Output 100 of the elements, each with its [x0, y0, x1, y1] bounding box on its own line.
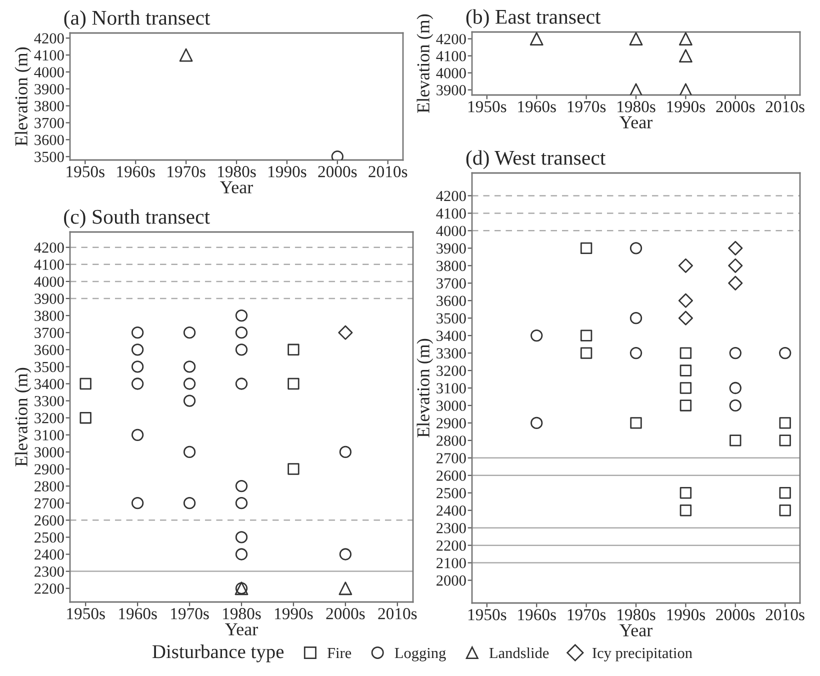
y-tick-label: 2800: [34, 481, 64, 492]
y-tick-label: 2300: [436, 522, 466, 534]
y-tick-label: 3400: [436, 330, 466, 342]
x-tick-label: 1970s: [568, 101, 606, 112]
y-tick-label: 4200: [436, 34, 466, 44]
y-tick-label: 3700: [34, 328, 64, 338]
x-tick-label: 1970s: [171, 608, 209, 620]
x-tick-label: 1980s: [218, 166, 256, 178]
y-tick-label: 3200: [34, 412, 64, 424]
x-tick-label: 1980s: [223, 608, 261, 620]
y-tick-label: 4200: [436, 190, 466, 202]
y-tick-label: 3100: [34, 430, 64, 440]
x-tick-label: 2000s: [318, 166, 357, 178]
y-tick-label: 2300: [34, 566, 64, 577]
x-tick-label: 2000s: [716, 101, 755, 112]
y-tick-label: 2900: [436, 418, 466, 428]
x-tick-label: 2010s: [766, 101, 804, 112]
y-tick-label: 3000: [436, 400, 466, 411]
y-axis-title: Elevation (m): [14, 47, 32, 146]
y-tick-label: 2400: [436, 506, 466, 516]
y-tick-label: 3900: [436, 85, 466, 96]
y-tick-label: 3700: [34, 118, 64, 128]
y-tick-label: 3800: [34, 310, 64, 321]
y-tick-label: 3300: [436, 348, 466, 358]
y-tick-label: 4000: [436, 68, 466, 78]
y-tick-label: 4100: [34, 260, 64, 270]
x-tick-label: 2000s: [716, 609, 755, 620]
x-tick-label: 1950s: [67, 608, 105, 620]
x-axis-title: Year: [220, 181, 253, 194]
y-tick-label: 2500: [436, 488, 466, 498]
y-tick-label: 2100: [436, 558, 466, 568]
y-tick-label: 2500: [34, 532, 64, 543]
x-tick-label: 1950s: [468, 609, 506, 620]
y-tick-label: 3900: [34, 84, 64, 94]
y-tick-label: 3500: [34, 362, 64, 372]
y-axis-title: Elevation (m): [14, 368, 32, 466]
y-axis-title: Elevation (m): [416, 14, 434, 113]
y-tick-label: 2600: [34, 515, 64, 526]
x-tick-label: 1960s: [518, 101, 556, 112]
y-tick-label: 3600: [34, 344, 64, 356]
x-tick-label: 1990s: [667, 101, 706, 112]
y-tick-label: 2700: [34, 498, 64, 509]
legend-label: Logging: [394, 648, 446, 662]
x-tick-label: 2010s: [368, 166, 408, 178]
y-tick-label: 3600: [436, 296, 466, 306]
x-tick-label: 1950s: [66, 166, 104, 178]
y-tick-label: 3000: [34, 447, 64, 458]
y-tick-label: 3900: [436, 243, 466, 254]
chart-title: (a) North transect: [64, 10, 210, 30]
y-tick-label: 2400: [34, 549, 64, 560]
y-tick-label: 4000: [34, 67, 64, 78]
legend-label: Landslide: [489, 647, 549, 658]
y-tick-label: 3400: [34, 378, 64, 390]
x-tick-label: 2010s: [378, 608, 417, 620]
y-tick-label: 3500: [436, 313, 466, 324]
legend-label: Icy precipitation: [592, 648, 692, 662]
y-tick-label: 3500: [34, 152, 64, 162]
y-tick-label: 2200: [436, 540, 466, 551]
y-tick-label: 4100: [436, 50, 466, 62]
x-tick-label: 1990s: [667, 609, 706, 620]
y-tick-label: 4100: [34, 50, 64, 60]
y-tick-label: 4000: [34, 276, 64, 287]
y-tick-label: 3700: [436, 278, 466, 289]
legend-title: Disturbance type: [152, 644, 284, 662]
y-tick-label: 3600: [34, 134, 64, 146]
x-axis-title: Year: [620, 624, 652, 636]
x-tick-label: 2010s: [766, 609, 804, 620]
y-tick-label: 4000: [436, 226, 466, 236]
y-tick-label: 3800: [34, 100, 64, 112]
y-tick-label: 2900: [34, 464, 64, 474]
x-tick-label: 1990s: [275, 608, 313, 620]
x-tick-label: 1960s: [119, 608, 157, 620]
x-tick-label: 1980s: [618, 609, 656, 620]
y-tick-label: 4200: [34, 33, 64, 44]
y-tick-label: 3900: [34, 294, 64, 304]
x-axis-title: Year: [225, 623, 258, 636]
y-tick-label: 3300: [34, 396, 64, 406]
x-tick-label: 1960s: [518, 609, 556, 620]
y-tick-label: 2600: [436, 470, 466, 481]
x-tick-label: 1950s: [468, 101, 506, 112]
chart-title: (d) West transect: [466, 150, 606, 170]
chart-title: (c) South transect: [64, 209, 210, 228]
y-tick-label: 3200: [436, 366, 466, 376]
y-tick-label: 2800: [436, 436, 466, 446]
x-axis-title: Year: [620, 116, 652, 128]
x-tick-label: 1980s: [618, 101, 656, 112]
x-tick-label: 2000s: [326, 608, 365, 620]
y-tick-label: 3100: [436, 383, 466, 394]
y-tick-label: 2000: [436, 575, 466, 586]
chart-title: (b) East transect: [466, 9, 601, 28]
x-tick-label: 1970s: [168, 166, 206, 178]
y-axis-title: Elevation (m): [416, 338, 434, 438]
y-tick-label: 4100: [436, 208, 466, 219]
x-tick-label: 1970s: [568, 609, 606, 620]
x-tick-label: 1990s: [268, 166, 306, 178]
x-tick-label: 1960s: [117, 166, 155, 178]
y-tick-label: 4200: [34, 242, 64, 253]
y-tick-label: 3800: [436, 260, 466, 272]
y-tick-label: 2200: [34, 584, 64, 594]
legend-label: Fire: [327, 648, 352, 658]
